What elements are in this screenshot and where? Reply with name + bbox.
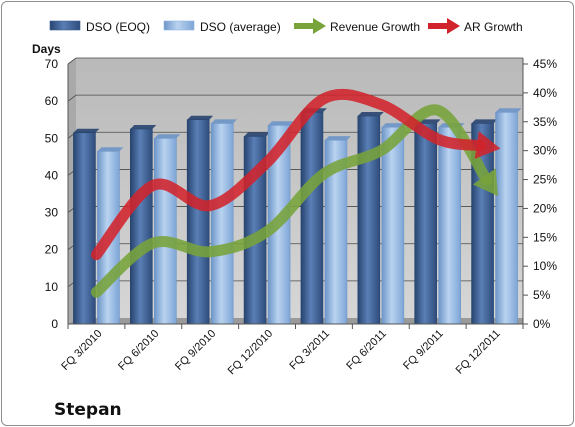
bar-dso-eoq [414, 123, 437, 325]
y2-tick-label: 30% [533, 144, 557, 158]
y-axis-label: Days [32, 42, 61, 56]
legend-swatch-dso-average- [163, 20, 195, 31]
y2-tick-label: 5% [533, 288, 551, 302]
ar-growth-line-head [474, 131, 501, 159]
y-tick-label: 70 [45, 57, 59, 71]
plot-floor [68, 318, 523, 324]
legend-label: DSO (EOQ) [86, 20, 150, 34]
legend-arrow-icon [447, 18, 460, 34]
bar-dso-average [210, 123, 234, 325]
bar-dso-eoq-top [73, 128, 100, 133]
y-tick-label: 20 [45, 243, 59, 257]
x-tick-label: FQ 12/2010 [226, 328, 276, 378]
company-name: Stepan [54, 400, 122, 420]
y-tick-label: 30 [45, 206, 59, 220]
y-tick-label: 0 [51, 317, 58, 331]
bar-dso-average [381, 126, 405, 325]
x-tick-label: FQ 9/2011 [401, 328, 446, 373]
bar-dso-average-top [495, 108, 522, 113]
x-tick-label: FQ 3/2011 [287, 328, 332, 373]
y-tick-label: 50 [45, 131, 59, 145]
bar-dso-eoq-top [244, 132, 271, 137]
bar-dso-eoq-top [130, 125, 157, 129]
x-tick-label: FQ 3/2010 [59, 328, 104, 373]
y2-tick-label: 45% [533, 57, 557, 71]
y-tick-label: 60 [45, 94, 59, 108]
bar-dso-eoq [186, 119, 210, 325]
y-tick-label: 40 [45, 168, 59, 182]
revenue-growth-line-head [472, 168, 499, 197]
legend-label: DSO (average) [200, 20, 281, 34]
bar-dso-average [495, 111, 518, 325]
legend-arrow-icon [313, 18, 326, 34]
gridline [67, 94, 523, 102]
y-tick-label: 10 [45, 280, 59, 294]
y2-tick-label: 25% [533, 173, 557, 187]
bar-dso-eoq-top [187, 115, 214, 120]
bar-dso-eoq [300, 111, 324, 325]
x-tick-label: FQ 6/2010 [116, 328, 161, 373]
bar-dso-average-top [154, 134, 181, 139]
legend-swatch-dso-eoq- [49, 20, 81, 31]
bar-dso-average-top [324, 136, 351, 141]
legend-label: Revenue Growth [330, 20, 420, 34]
bar-dso-eoq-top [357, 112, 384, 116]
gridline [67, 57, 523, 65]
x-tick-label: FQ 12/2011 [454, 328, 503, 377]
y2-tick-label: 15% [533, 230, 557, 244]
y2-tick-label: 10% [533, 259, 557, 273]
legend-label: AR Growth [464, 20, 523, 34]
y2-tick-label: 0% [533, 317, 551, 331]
bar-dso-eoq-top [471, 119, 498, 124]
bar-dso-average-top [97, 147, 124, 152]
y2-tick-label: 20% [533, 201, 557, 215]
y2-tick-label: 35% [533, 115, 557, 129]
bar-dso-average-top [268, 121, 295, 126]
y2-tick-label: 40% [533, 86, 557, 100]
bar-dso-average [438, 126, 461, 325]
x-tick-label: FQ 6/2011 [344, 328, 389, 373]
bar-dso-average [154, 137, 177, 325]
x-tick-label: FQ 9/2010 [173, 328, 218, 373]
bar-dso-average-top [211, 119, 238, 124]
bar-dso-eoq [130, 128, 153, 325]
